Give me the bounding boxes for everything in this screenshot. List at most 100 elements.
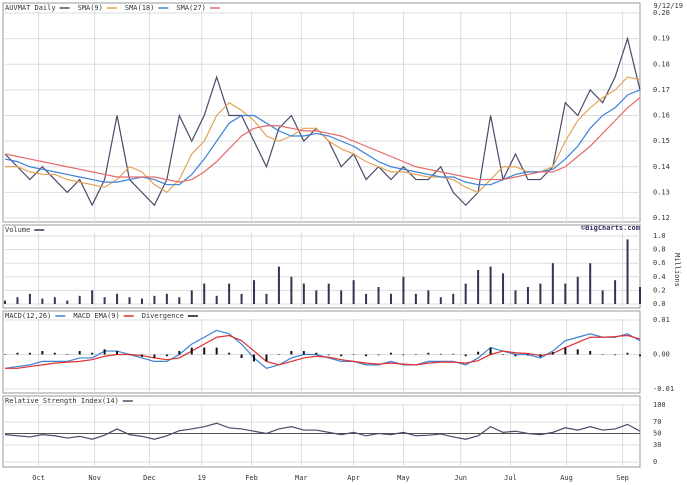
bar — [16, 352, 19, 355]
bar — [253, 280, 256, 304]
bar — [178, 351, 181, 355]
bar — [377, 354, 380, 356]
y-tick-label: 0.16 — [653, 112, 670, 120]
bar — [389, 352, 392, 355]
bar — [165, 293, 168, 304]
y-tick-label: 0.0 — [653, 300, 666, 308]
bar — [576, 276, 579, 304]
bar — [502, 354, 505, 355]
bar — [614, 354, 617, 356]
bar — [340, 290, 343, 304]
y-tick-label: -0.01 — [653, 385, 674, 393]
line — [5, 334, 641, 369]
bar — [477, 351, 480, 355]
bar — [178, 297, 181, 304]
x-tick-label: Mar — [295, 474, 308, 482]
bar — [28, 352, 31, 355]
bar — [452, 293, 455, 304]
bar — [4, 300, 6, 304]
bar — [302, 351, 305, 355]
bar — [78, 351, 81, 355]
bar — [41, 351, 44, 355]
y-tick-label: 70 — [653, 418, 661, 426]
y-tick-label: 50 — [653, 430, 661, 438]
bar — [502, 273, 505, 304]
bar — [91, 352, 94, 355]
legend-label: MACD(12,26) — [5, 312, 51, 320]
legend-label: SMA(9) — [78, 4, 103, 12]
bar — [116, 351, 119, 355]
bar — [153, 354, 156, 358]
x-tick-label: May — [397, 474, 410, 482]
bar — [576, 349, 579, 355]
bar — [66, 300, 69, 304]
bar — [452, 353, 455, 355]
legend-label: SMA(18) — [125, 4, 155, 12]
y-tick-label: 0.14 — [653, 163, 670, 171]
bar — [414, 293, 417, 304]
y-tick-label: 0 — [653, 458, 657, 466]
bar — [140, 354, 143, 357]
y-tick-label: 0.18 — [653, 60, 670, 68]
bar — [340, 354, 343, 357]
bar — [365, 293, 368, 304]
bar — [203, 347, 206, 355]
bar — [215, 295, 218, 304]
bar — [639, 287, 641, 304]
bar — [539, 283, 542, 304]
y-tick-label: 0.20 — [653, 9, 670, 17]
bar — [464, 283, 467, 304]
bar — [514, 290, 517, 304]
bar — [103, 297, 106, 304]
bar — [228, 283, 231, 304]
bar — [128, 354, 131, 355]
bar — [28, 293, 31, 304]
x-tick-label: 19 — [198, 474, 206, 482]
bar — [91, 290, 94, 304]
bar — [190, 290, 193, 304]
bar — [551, 352, 554, 355]
x-tick-label: Aug — [560, 474, 573, 482]
bar — [352, 280, 355, 304]
bar — [526, 354, 529, 356]
bar — [277, 354, 280, 355]
bar — [327, 354, 330, 356]
x-tick-label: Jun — [454, 474, 467, 482]
y-tick-label: 0.12 — [653, 214, 670, 222]
bar — [639, 354, 641, 357]
bar — [116, 293, 119, 304]
bar — [228, 352, 231, 355]
line — [4, 422, 641, 440]
bar — [427, 290, 430, 304]
bar — [41, 298, 44, 304]
bar — [240, 293, 243, 304]
y-tick-label: 100 — [653, 401, 666, 409]
bar — [315, 290, 318, 304]
bar — [315, 352, 318, 355]
bar — [265, 293, 268, 304]
bar — [190, 347, 193, 355]
bar — [389, 293, 392, 304]
bar — [302, 283, 305, 304]
bar — [365, 354, 368, 357]
panel-frame — [2, 395, 641, 468]
bar — [66, 354, 69, 355]
y-tick-label: 0.15 — [653, 137, 670, 145]
bar — [53, 352, 56, 355]
bar — [352, 354, 355, 355]
bar — [589, 351, 592, 355]
bar — [626, 352, 629, 355]
bar — [253, 354, 256, 362]
bar — [377, 287, 380, 304]
bar — [614, 280, 617, 304]
bar — [489, 347, 492, 355]
bar — [203, 283, 206, 304]
x-tick-label: Oct — [32, 474, 45, 482]
x-tick-label: Feb — [245, 474, 258, 482]
x-tick-label: Jul — [504, 474, 517, 482]
bar — [327, 283, 330, 304]
y-tick-label: 0.01 — [653, 316, 670, 324]
legend-label: SMA(27) — [176, 4, 206, 12]
y-tick-label: 0.8 — [653, 246, 666, 254]
